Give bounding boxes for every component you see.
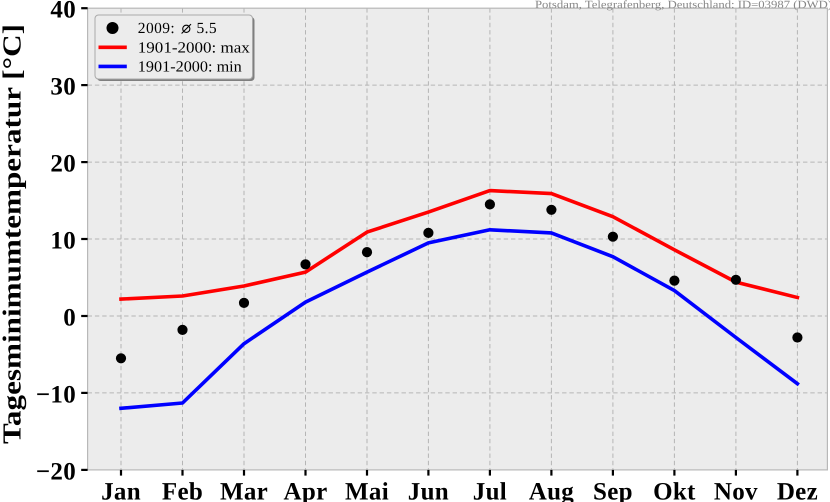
svg-text:−10: −10 — [36, 381, 76, 408]
svg-text:0: 0 — [63, 305, 76, 332]
svg-text:Okt: Okt — [653, 479, 696, 502]
svg-text:Dez: Dez — [777, 479, 818, 502]
svg-text:Sep: Sep — [593, 479, 633, 502]
svg-text:30: 30 — [50, 74, 76, 101]
svg-text:Feb: Feb — [162, 479, 203, 502]
svg-text:40: 40 — [50, 0, 76, 24]
svg-text:10: 10 — [50, 228, 76, 255]
svg-text:2009:: 2009: — [138, 20, 175, 37]
svg-text:Apr: Apr — [284, 479, 328, 502]
svg-text:−20: −20 — [36, 458, 76, 485]
svg-text:Jun: Jun — [408, 479, 449, 502]
svg-text:Mar: Mar — [220, 479, 268, 502]
svg-text:Aug: Aug — [529, 479, 575, 502]
svg-text:5.5: 5.5 — [197, 20, 218, 37]
svg-text:Nov: Nov — [714, 479, 758, 502]
svg-text:1901-2000: max: 1901-2000: max — [138, 39, 250, 56]
svg-text:Tagesminimumtemperatur [°C]: Tagesminimumtemperatur [°C] — [0, 24, 27, 444]
svg-text:1901-2000: min: 1901-2000: min — [138, 59, 242, 76]
svg-text:Potsdam, Telegrafenberg, Deuts: Potsdam, Telegrafenberg, Deutschland: ID… — [535, 0, 830, 11]
svg-text:20: 20 — [50, 151, 76, 178]
svg-text:Mai: Mai — [345, 479, 389, 502]
svg-text:Jul: Jul — [473, 479, 507, 502]
svg-text:Jan: Jan — [101, 479, 141, 502]
